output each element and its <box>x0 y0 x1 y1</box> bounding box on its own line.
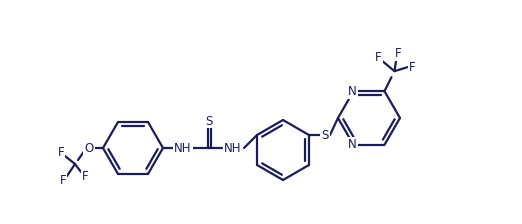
Text: F: F <box>60 174 66 187</box>
Text: S: S <box>205 114 212 127</box>
Text: O: O <box>85 142 93 155</box>
Text: N: N <box>348 85 357 98</box>
Text: F: F <box>409 61 416 74</box>
Text: S: S <box>322 129 329 142</box>
Text: NH: NH <box>174 142 192 155</box>
Text: F: F <box>58 146 64 159</box>
Text: NH: NH <box>224 142 242 155</box>
Text: F: F <box>395 47 402 60</box>
Text: N: N <box>348 138 357 151</box>
Text: F: F <box>81 170 88 183</box>
Text: F: F <box>375 51 382 64</box>
